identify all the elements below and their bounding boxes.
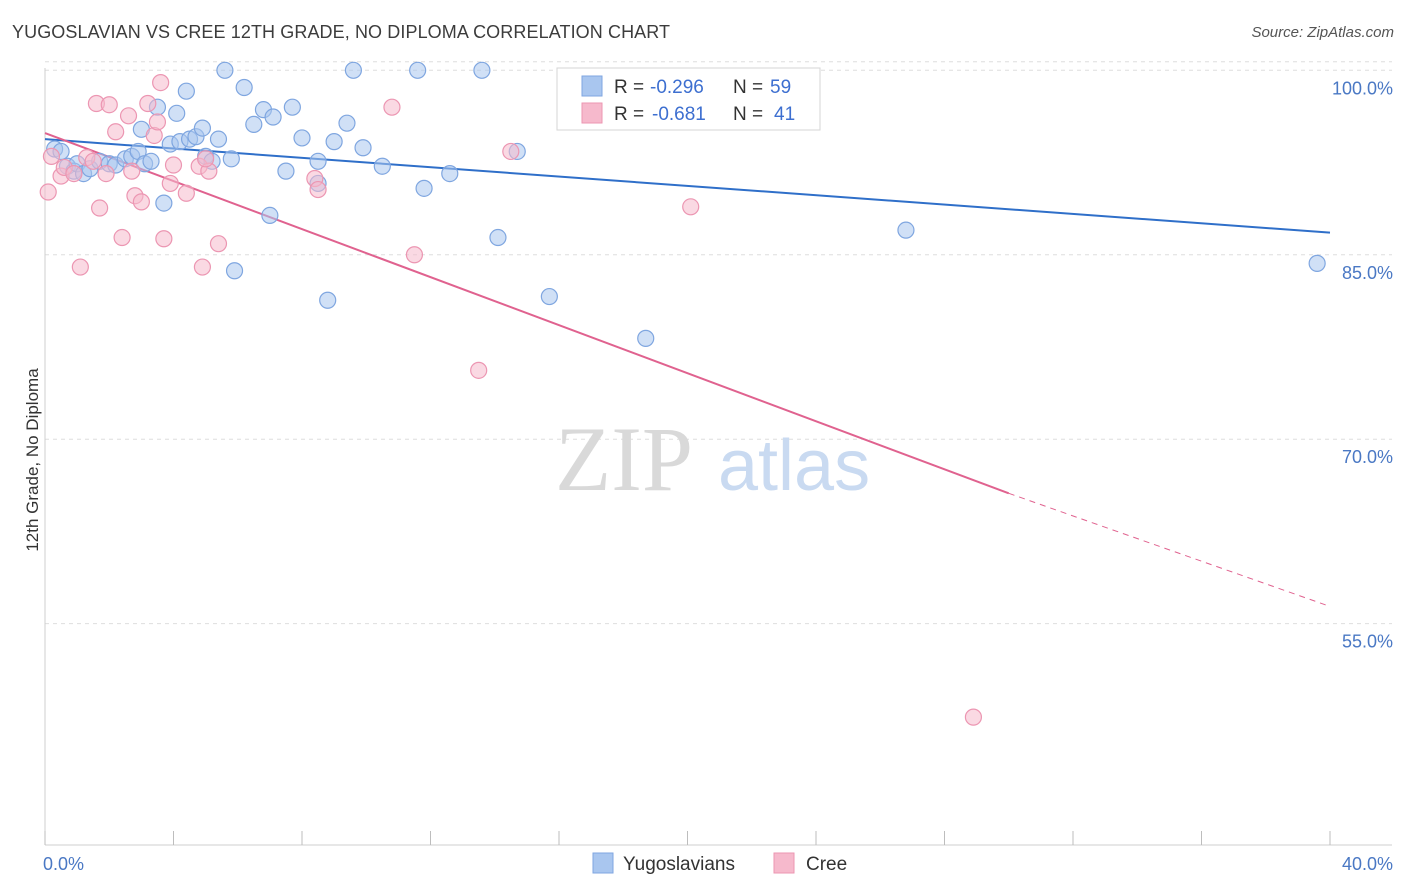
point-cree xyxy=(42,147,61,165)
legend-n-label-2: N = xyxy=(733,104,763,125)
point-yugoslavians xyxy=(338,114,356,132)
point-cree xyxy=(161,174,179,193)
point-yugoslavians xyxy=(222,150,240,168)
point-cree xyxy=(113,228,131,247)
trend-lines xyxy=(44,132,1331,607)
point-cree xyxy=(119,107,138,125)
point-yugoslavians xyxy=(235,78,253,97)
point-yugoslavians xyxy=(540,287,558,306)
point-cree xyxy=(383,98,401,116)
x-tick-labels: 0.0% 40.0% xyxy=(43,854,1393,874)
series-legend: Yugoslavians Cree xyxy=(592,852,847,875)
legend-label-yugoslavians: Yugoslavians xyxy=(623,854,735,875)
point-cree xyxy=(84,152,102,170)
point-cree xyxy=(405,246,424,264)
point-cree xyxy=(177,184,195,202)
point-yugoslavians xyxy=(209,130,228,148)
point-yugoslavians xyxy=(441,164,459,183)
point-yugoslavians xyxy=(261,206,279,224)
point-cree xyxy=(123,162,141,180)
y-tick-labels: 100.0% 85.0% 70.0% 55.0% xyxy=(1332,78,1393,651)
point-cree xyxy=(155,230,173,248)
point-yugoslavians xyxy=(637,329,655,347)
trend-line-cree xyxy=(44,132,1010,495)
point-cree xyxy=(107,123,125,141)
point-cree xyxy=(39,183,57,201)
y-tick-label: 55.0% xyxy=(1342,632,1393,652)
point-yugoslavians xyxy=(225,262,244,280)
x-tick-label: 40.0% xyxy=(1342,854,1393,874)
y-tick-label: 70.0% xyxy=(1342,447,1393,467)
point-cree xyxy=(148,113,167,131)
point-yugoslavians xyxy=(293,129,311,147)
trend-line-cree-extension xyxy=(1008,492,1331,607)
point-yugoslavians xyxy=(264,108,282,126)
point-yugoslavians xyxy=(373,157,391,175)
legend-r-value-1: -0.296 xyxy=(650,77,704,98)
point-cree xyxy=(139,94,157,113)
y-tick-label: 100.0% xyxy=(1332,78,1393,98)
point-yugoslavians xyxy=(177,82,195,100)
point-yugoslavians xyxy=(193,119,212,137)
point-yugoslavians xyxy=(277,162,295,180)
stats-legend: R = -0.296 N = 59 R = -0.681 N = 41 xyxy=(556,67,821,131)
point-yugoslavians xyxy=(142,152,160,170)
trend-line-yugoslavians xyxy=(44,138,1331,234)
legend-n-label-1: N = xyxy=(733,77,763,98)
point-cree xyxy=(152,73,170,92)
legend-swatch-bottom-cree xyxy=(773,852,795,874)
point-cree xyxy=(91,199,109,217)
point-cree xyxy=(502,142,520,161)
point-cree xyxy=(964,708,983,726)
point-cree xyxy=(71,258,89,276)
y-axis-title: 12th Grade, No Diploma xyxy=(23,368,42,552)
point-cree xyxy=(65,164,83,183)
legend-r-value-2: -0.681 xyxy=(652,104,706,125)
point-yugoslavians xyxy=(325,133,343,151)
point-yugoslavians xyxy=(216,61,234,79)
x-tick-label: 0.0% xyxy=(43,854,84,874)
point-yugoslavians xyxy=(473,61,491,79)
legend-r-label-2: R = xyxy=(614,104,644,125)
point-yugoslavians xyxy=(309,152,327,170)
legend-label-cree: Cree xyxy=(806,854,847,875)
point-yugoslavians xyxy=(409,61,427,79)
grid-lines xyxy=(45,61,1392,625)
point-cree xyxy=(164,156,183,174)
point-yugoslavians xyxy=(245,115,263,134)
y-tick-label: 85.0% xyxy=(1342,263,1393,283)
watermark-atlas: atlas xyxy=(718,426,870,506)
point-cree xyxy=(470,361,488,379)
point-yugoslavians xyxy=(1308,254,1326,272)
chart-source: Source: ZipAtlas.com xyxy=(1251,24,1394,41)
point-yugoslavians xyxy=(168,104,186,122)
point-cree xyxy=(309,180,327,199)
legend-swatch-yugoslavians xyxy=(581,75,603,97)
point-cree xyxy=(197,150,215,168)
legend-n-value-2: 41 xyxy=(774,104,795,125)
watermark-zip: ZIP xyxy=(555,408,693,510)
legend-r-label-1: R = xyxy=(614,77,644,98)
data-points xyxy=(39,61,1326,726)
chart-title: YUGOSLAVIAN VS CREE 12TH GRADE, NO DIPLO… xyxy=(12,22,671,42)
point-cree xyxy=(100,96,118,114)
point-yugoslavians xyxy=(319,291,337,309)
point-cree xyxy=(193,258,212,276)
point-yugoslavians xyxy=(354,139,372,157)
point-yugoslavians xyxy=(155,194,173,212)
point-cree xyxy=(132,193,150,211)
legend-n-value-1: 59 xyxy=(770,77,791,98)
point-cree xyxy=(209,235,228,253)
point-cree xyxy=(682,198,700,216)
point-yugoslavians xyxy=(897,221,915,239)
point-yugoslavians xyxy=(344,61,362,79)
legend-swatch-bottom-yugoslavians xyxy=(592,852,614,874)
point-cree xyxy=(97,164,115,183)
legend-swatch-cree xyxy=(581,102,603,124)
point-yugoslavians xyxy=(489,228,507,247)
point-yugoslavians xyxy=(415,179,433,197)
watermark: ZIP atlas xyxy=(555,408,870,510)
point-yugoslavians xyxy=(283,98,301,116)
